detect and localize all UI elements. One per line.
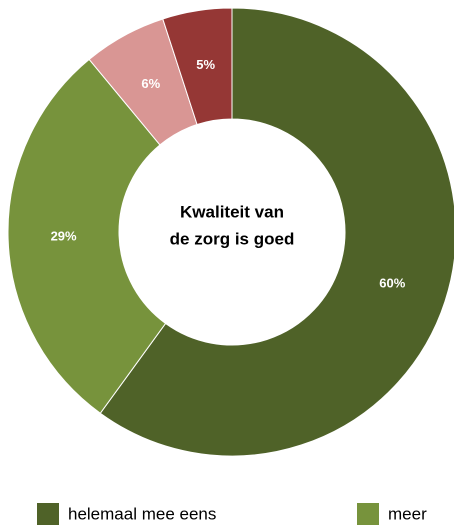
slice	[162, 7, 233, 126]
legend-swatch	[357, 503, 379, 525]
value-label: 5%	[196, 57, 215, 72]
center-title: de zorg is goed	[170, 229, 295, 248]
legend-label: helemaal mee eens	[68, 504, 216, 523]
value-label: 60%	[379, 276, 405, 291]
legend-swatch	[37, 503, 59, 525]
center-title: Kwaliteit van	[180, 202, 284, 221]
legend-label: meer	[388, 504, 427, 523]
value-label: 29%	[51, 229, 77, 244]
slice	[99, 7, 454, 457]
slice	[7, 58, 167, 414]
value-label: 6%	[141, 76, 160, 91]
